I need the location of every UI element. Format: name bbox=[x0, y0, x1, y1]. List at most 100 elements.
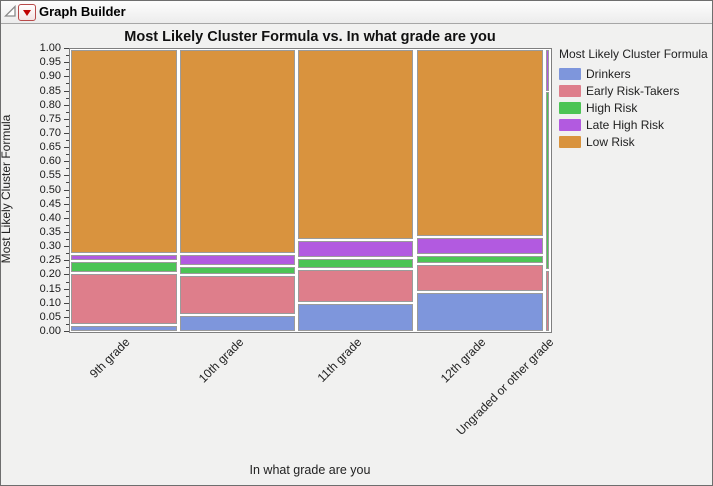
y-tick-label: 0.55 bbox=[39, 169, 61, 182]
y-minor-tick bbox=[66, 323, 69, 325]
mosaic-segment[interactable] bbox=[546, 50, 549, 91]
mosaic-segment[interactable] bbox=[71, 255, 178, 261]
y-tick-label: 0.65 bbox=[39, 141, 61, 154]
y-major-tick bbox=[64, 76, 69, 78]
mosaic-segment[interactable] bbox=[416, 265, 544, 292]
y-tick-label: 0.15 bbox=[39, 282, 61, 295]
legend-swatch-icon bbox=[559, 102, 581, 114]
legend-swatch-icon bbox=[559, 85, 581, 97]
red-triangle-menu-icon[interactable] bbox=[18, 4, 36, 21]
y-minor-tick bbox=[66, 196, 69, 198]
mosaic-segment[interactable] bbox=[297, 258, 414, 268]
mosaic-segment[interactable] bbox=[416, 237, 544, 255]
y-minor-tick bbox=[66, 182, 69, 184]
y-minor-tick bbox=[66, 154, 69, 156]
y-major-tick bbox=[64, 104, 69, 106]
y-minor-tick bbox=[66, 224, 69, 226]
legend-label: High Risk bbox=[586, 101, 638, 115]
legend-item[interactable]: Low Risk bbox=[559, 136, 711, 148]
y-minor-tick bbox=[66, 111, 69, 113]
mosaic-segment[interactable] bbox=[180, 316, 295, 331]
y-minor-tick bbox=[66, 210, 69, 212]
y-tick-label: 1.00 bbox=[39, 42, 61, 54]
y-major-tick bbox=[64, 274, 69, 276]
mosaic-segment[interactable] bbox=[71, 325, 178, 331]
y-tick-label: 0.50 bbox=[39, 183, 61, 196]
y-tick-label: 0.40 bbox=[39, 211, 61, 224]
y-minor-tick bbox=[66, 239, 69, 240]
y-tick-label: 0.95 bbox=[39, 56, 61, 69]
y-major-tick bbox=[64, 302, 69, 304]
mosaic-segment[interactable] bbox=[546, 270, 549, 331]
legend-swatch-icon bbox=[559, 68, 581, 80]
y-tick-label: 0.35 bbox=[39, 226, 61, 238]
legend-item[interactable]: High Risk bbox=[559, 102, 711, 114]
y-major-tick bbox=[64, 331, 69, 332]
legend: Most Likely Cluster Formula Drinkers Earl… bbox=[559, 47, 711, 153]
mosaic-segment[interactable] bbox=[416, 293, 544, 331]
legend-title: Most Likely Cluster Formula bbox=[559, 47, 708, 61]
y-major-tick bbox=[64, 147, 69, 149]
y-major-tick bbox=[64, 90, 69, 92]
y-tick-label: 0.10 bbox=[39, 296, 61, 309]
legend-item[interactable]: Early Risk-Takers bbox=[559, 85, 711, 97]
legend-swatch-icon bbox=[559, 136, 581, 148]
y-minor-tick bbox=[66, 83, 69, 85]
x-axis-title: In what grade are you bbox=[249, 463, 371, 477]
y-tick-label: 0.90 bbox=[39, 70, 61, 83]
mosaic-segment[interactable] bbox=[416, 50, 544, 236]
window-title: Graph Builder bbox=[39, 4, 126, 19]
y-minor-tick bbox=[66, 253, 69, 255]
mosaic-segment[interactable] bbox=[416, 256, 544, 264]
y-major-tick bbox=[64, 118, 69, 120]
y-tick-label: 0.70 bbox=[39, 126, 61, 139]
mosaic-segment[interactable] bbox=[180, 50, 295, 254]
y-tick-label: 0.80 bbox=[39, 98, 61, 111]
y-tick-label: 0.00 bbox=[39, 325, 61, 337]
y-major-tick bbox=[64, 48, 69, 49]
mosaic-segment[interactable] bbox=[297, 50, 414, 240]
mosaic-segment[interactable] bbox=[180, 266, 295, 275]
disclosure-triangle-icon[interactable] bbox=[4, 5, 17, 18]
mosaic-segment[interactable] bbox=[180, 276, 295, 314]
y-major-tick bbox=[64, 217, 69, 219]
legend-label: Drinkers bbox=[586, 67, 631, 81]
y-minor-tick bbox=[66, 125, 69, 127]
legend-swatch-icon bbox=[559, 119, 581, 131]
mosaic-segment[interactable] bbox=[546, 92, 549, 269]
mosaic-segment[interactable] bbox=[297, 304, 414, 331]
mosaic-segment[interactable] bbox=[71, 273, 178, 324]
y-minor-tick bbox=[66, 97, 69, 99]
legend-label: Late High Risk bbox=[586, 118, 665, 132]
mosaic-segment[interactable] bbox=[71, 262, 178, 272]
y-major-tick bbox=[64, 132, 69, 134]
y-major-tick bbox=[64, 203, 69, 205]
mosaic-plot-area[interactable] bbox=[69, 48, 552, 333]
y-minor-tick bbox=[66, 309, 69, 311]
legend-item[interactable]: Drinkers bbox=[559, 68, 711, 80]
y-tick-label: 0.60 bbox=[39, 155, 61, 168]
x-tick-label: 9th grade bbox=[87, 335, 133, 381]
y-major-tick bbox=[64, 316, 69, 318]
y-minor-tick bbox=[66, 69, 69, 71]
y-minor-tick bbox=[66, 281, 69, 283]
mosaic-segment[interactable] bbox=[297, 269, 414, 303]
legend-label: Low Risk bbox=[586, 135, 635, 149]
y-minor-tick bbox=[66, 55, 69, 57]
y-tick-label: 0.20 bbox=[39, 268, 61, 281]
y-minor-tick bbox=[66, 295, 69, 297]
mosaic-segment[interactable] bbox=[297, 241, 414, 257]
x-tick-label: 10th grade bbox=[196, 335, 247, 386]
mosaic-segment[interactable] bbox=[180, 255, 295, 265]
y-major-tick bbox=[64, 232, 69, 233]
y-major-tick bbox=[64, 175, 69, 177]
x-tick-label: 12th grade bbox=[438, 335, 489, 386]
y-tick-label: 0.25 bbox=[39, 254, 61, 267]
mosaic-segment[interactable] bbox=[71, 50, 178, 254]
legend-item[interactable]: Late High Risk bbox=[559, 119, 711, 131]
y-major-tick bbox=[64, 246, 69, 248]
y-major-tick bbox=[64, 288, 69, 290]
y-major-tick bbox=[64, 161, 69, 163]
y-tick-label: 0.75 bbox=[39, 112, 61, 125]
y-tick-label: 0.85 bbox=[39, 84, 61, 97]
